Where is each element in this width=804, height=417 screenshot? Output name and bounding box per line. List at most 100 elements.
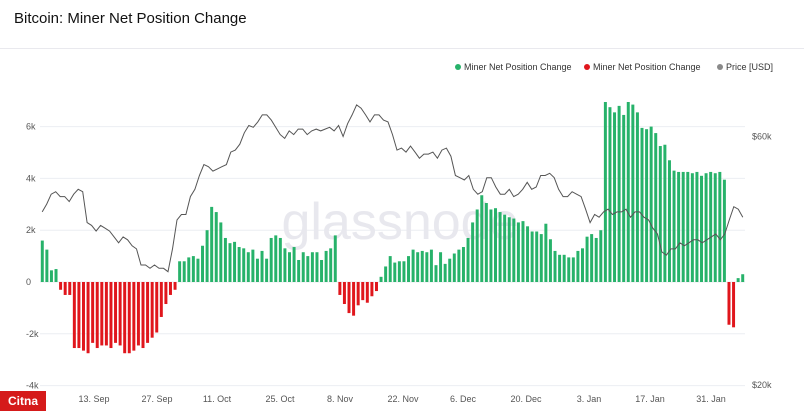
bar (480, 195, 484, 282)
grid-lines (40, 126, 745, 387)
bar (507, 217, 511, 282)
bar (526, 226, 530, 282)
bar (626, 102, 630, 282)
bar (530, 231, 534, 282)
legend-item[interactable]: Miner Net Position Change (584, 62, 701, 72)
bar (205, 230, 209, 282)
bar (562, 254, 566, 282)
bar (700, 175, 703, 282)
bar (379, 276, 383, 282)
bar (260, 250, 264, 282)
bar (416, 252, 420, 282)
bar (571, 257, 575, 282)
bar (278, 237, 282, 282)
bar (68, 282, 72, 295)
x-tick-label: 6. Dec (450, 394, 477, 404)
bar (297, 259, 301, 282)
bar (114, 282, 118, 343)
x-tick-label: 20. Dec (510, 394, 542, 404)
bar (663, 144, 667, 282)
bar (347, 282, 351, 314)
bar (434, 265, 438, 282)
x-tick-label: 25. Oct (265, 394, 295, 404)
bar (475, 209, 479, 282)
bar (461, 247, 465, 282)
y-tick-label: -4k (26, 381, 39, 391)
bar (306, 256, 310, 282)
bar (452, 253, 456, 282)
bar (393, 262, 397, 282)
bar (425, 252, 429, 282)
bar (242, 248, 246, 282)
legend-label: Price [USD] (726, 62, 773, 72)
bar (246, 252, 250, 282)
bar (54, 269, 58, 282)
y-tick-label: 4k (26, 173, 36, 183)
bar (191, 256, 195, 282)
bar (210, 206, 214, 282)
legend: Miner Net Position Change Miner Net Posit… (455, 62, 773, 72)
x-tick-label: 22. Nov (387, 394, 419, 404)
bar (374, 282, 378, 292)
bar (553, 250, 557, 282)
legend-dot-icon (584, 64, 590, 70)
bar (86, 282, 90, 354)
bar (471, 222, 475, 282)
bar (686, 171, 690, 282)
bar (484, 203, 488, 282)
page-title: Bitcoin: Miner Net Position Change (14, 10, 247, 27)
chart-panel: glassnode 6k 4k 2k 0 -2k -4k $60k $20k 13. Sep… (0, 48, 804, 412)
bar (283, 248, 287, 282)
bar (109, 282, 113, 349)
bar (420, 250, 424, 282)
bar (361, 282, 365, 301)
bar (654, 133, 658, 282)
y-axis-left: 6k 4k 2k 0 -2k -4k (26, 122, 39, 391)
x-tick-label: 31. Jan (696, 394, 726, 404)
bar (384, 266, 388, 282)
bar (407, 256, 411, 282)
bar (104, 282, 108, 346)
bar (95, 282, 99, 349)
bar (187, 257, 191, 282)
bar (155, 282, 159, 333)
bar (146, 282, 150, 343)
bar (49, 270, 53, 282)
x-tick-label: 13. Sep (78, 394, 109, 404)
bar (681, 171, 685, 282)
bar (645, 129, 649, 282)
legend-item[interactable]: Price [USD] (717, 62, 773, 72)
legend-label: Miner Net Position Change (464, 62, 572, 72)
bar (82, 282, 85, 351)
y-tick-label: 6k (26, 122, 36, 132)
bar (168, 282, 172, 295)
bar (301, 252, 305, 282)
bar (658, 146, 662, 282)
bar (269, 237, 273, 282)
bar (503, 214, 507, 282)
legend-item[interactable]: Miner Net Position Change (455, 62, 572, 72)
bar (100, 282, 104, 346)
bar (320, 259, 324, 282)
bar (132, 282, 136, 351)
bar (178, 261, 182, 282)
bar (182, 261, 186, 282)
bar (370, 282, 374, 297)
price-line (41, 104, 744, 273)
y-tick-label: 2k (26, 225, 36, 235)
bar (667, 160, 671, 282)
x-tick-label: 3. Jan (577, 394, 602, 404)
bar-series (40, 102, 745, 354)
bar (196, 258, 200, 282)
bar (448, 258, 452, 282)
bar (310, 252, 314, 282)
bar (494, 208, 497, 282)
bar (521, 221, 525, 282)
x-tick-label: 27. Sep (141, 394, 172, 404)
bar (123, 282, 127, 354)
bar (594, 237, 598, 282)
bar (599, 230, 603, 282)
bar (63, 282, 67, 295)
bar (709, 171, 713, 282)
bar (635, 112, 639, 282)
